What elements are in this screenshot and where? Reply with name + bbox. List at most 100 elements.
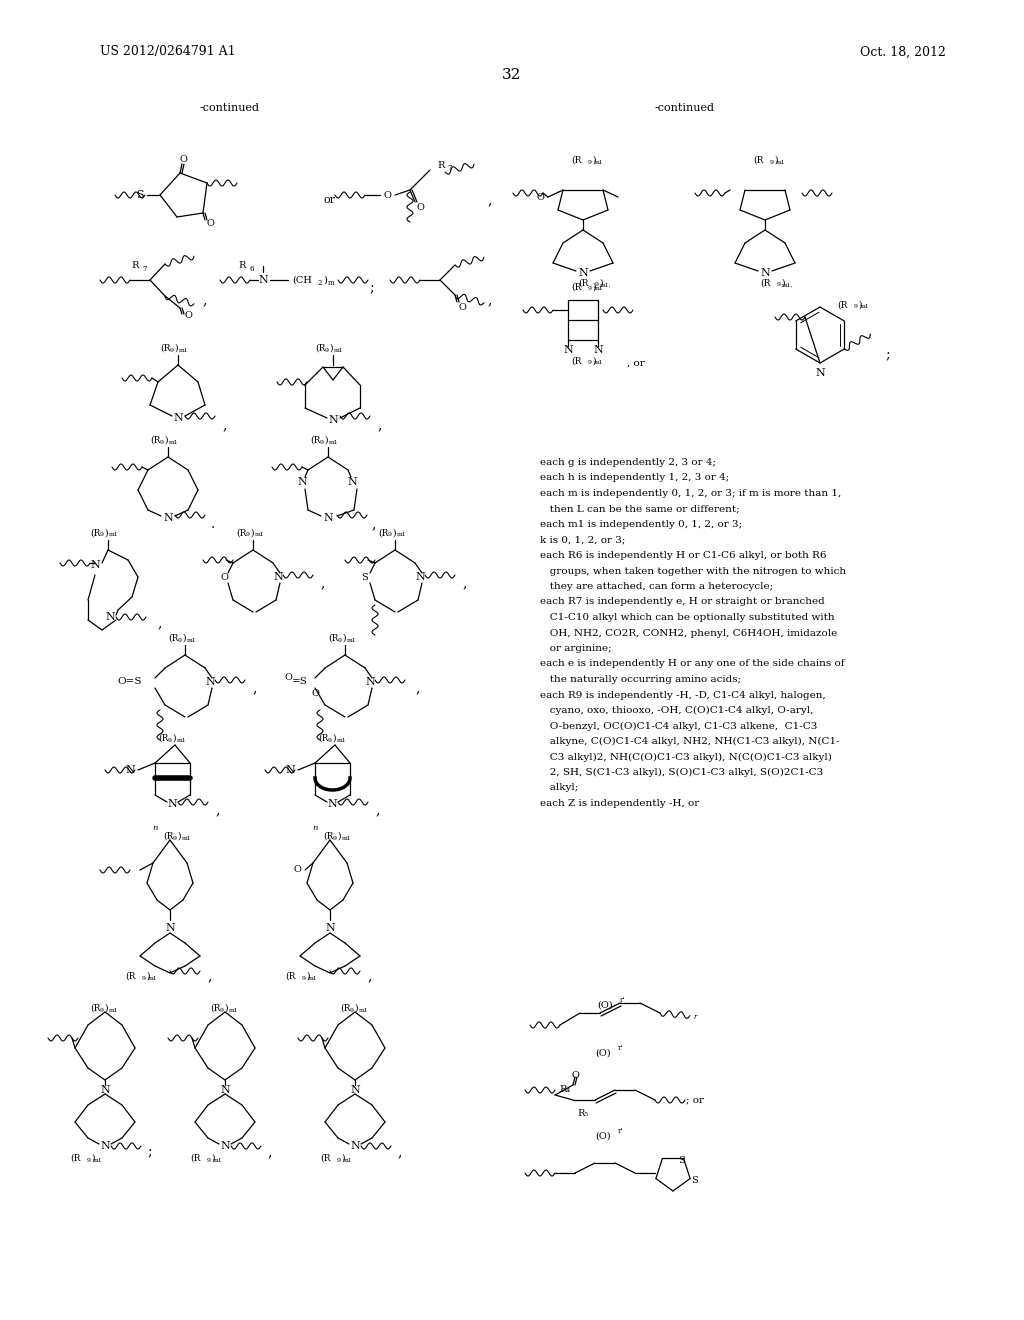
Text: ,: , bbox=[223, 418, 227, 432]
Text: 9: 9 bbox=[160, 440, 164, 445]
Text: O: O bbox=[536, 193, 544, 202]
Text: groups, when taken together with the nitrogen to which: groups, when taken together with the nit… bbox=[540, 566, 846, 576]
Text: m1: m1 bbox=[594, 360, 604, 366]
Text: 9: 9 bbox=[170, 347, 174, 352]
Text: (R: (R bbox=[753, 156, 763, 165]
Text: r: r bbox=[693, 1012, 696, 1020]
Text: O: O bbox=[458, 304, 466, 313]
Text: (R: (R bbox=[158, 734, 168, 742]
Text: N: N bbox=[415, 572, 425, 582]
Text: or: or bbox=[324, 195, 336, 205]
Text: ): ) bbox=[104, 528, 108, 537]
Text: each e is independently H or any one of the side chains of: each e is independently H or any one of … bbox=[540, 660, 845, 668]
Text: m1: m1 bbox=[308, 975, 317, 981]
Text: 9: 9 bbox=[87, 1158, 91, 1163]
Text: S: S bbox=[678, 1156, 685, 1166]
Text: O: O bbox=[179, 156, 187, 165]
Text: N: N bbox=[273, 572, 283, 582]
Text: (R: (R bbox=[90, 528, 100, 537]
Text: N: N bbox=[90, 560, 100, 570]
Text: C3 alkyl)2, NH(C(O)C1-C3 alkyl), N(C(O)C1-C3 alkyl): C3 alkyl)2, NH(C(O)C1-C3 alkyl), N(C(O)C… bbox=[540, 752, 831, 762]
Text: ): ) bbox=[781, 279, 784, 288]
Text: ,: , bbox=[397, 1144, 402, 1159]
Text: ): ) bbox=[91, 1154, 95, 1163]
Text: 9: 9 bbox=[319, 440, 324, 445]
Text: alkyne, C(O)C1-C4 alkyl, NH2, NH(C1-C3 alkyl), N(C1-: alkyne, C(O)C1-C4 alkyl, NH2, NH(C1-C3 a… bbox=[540, 737, 840, 746]
Text: R: R bbox=[131, 261, 138, 271]
Text: O=S: O=S bbox=[118, 677, 142, 686]
Text: 9: 9 bbox=[588, 160, 592, 165]
Text: ): ) bbox=[323, 276, 327, 285]
Text: (R: (R bbox=[315, 343, 326, 352]
Text: cyano, oxo, thiooxo, -OH, C(O)C1-C4 alkyl, O-aryl,: cyano, oxo, thiooxo, -OH, C(O)C1-C4 alky… bbox=[540, 706, 813, 715]
Text: N: N bbox=[285, 766, 295, 775]
Text: O: O bbox=[206, 219, 214, 227]
Text: N: N bbox=[220, 1085, 229, 1096]
Text: then L can be the same or different;: then L can be the same or different; bbox=[540, 504, 739, 513]
Text: m1,: m1, bbox=[600, 282, 612, 288]
Text: (O): (O) bbox=[595, 1048, 610, 1057]
Text: 6: 6 bbox=[250, 265, 254, 273]
Text: , or: , or bbox=[627, 359, 645, 367]
Text: R₅: R₅ bbox=[578, 1109, 589, 1118]
Text: m1: m1 bbox=[182, 836, 191, 841]
Text: ,: , bbox=[463, 576, 467, 590]
Text: (O): (O) bbox=[597, 1001, 612, 1010]
Text: m1: m1 bbox=[229, 1007, 239, 1012]
Text: N: N bbox=[163, 513, 173, 523]
Text: ): ) bbox=[858, 301, 862, 309]
Text: m1: m1 bbox=[347, 638, 356, 643]
Text: (O): (O) bbox=[595, 1131, 610, 1140]
Text: ): ) bbox=[392, 528, 395, 537]
Text: (R: (R bbox=[323, 832, 334, 841]
Text: r': r' bbox=[620, 997, 625, 1005]
Text: =S: =S bbox=[292, 677, 308, 686]
Text: US 2012/0264791 A1: US 2012/0264791 A1 bbox=[100, 45, 236, 58]
Text: m1: m1 bbox=[179, 347, 188, 352]
Text: R: R bbox=[239, 261, 246, 271]
Text: 9: 9 bbox=[337, 1158, 341, 1163]
Text: ,: , bbox=[321, 576, 326, 590]
Text: ): ) bbox=[592, 356, 596, 366]
Text: 9: 9 bbox=[178, 638, 182, 643]
Text: m1: m1 bbox=[255, 532, 265, 537]
Text: m1: m1 bbox=[213, 1158, 223, 1163]
Text: m1: m1 bbox=[93, 1158, 102, 1163]
Text: 9: 9 bbox=[333, 836, 337, 841]
Text: each m1 is independently 0, 1, 2, or 3;: each m1 is independently 0, 1, 2, or 3; bbox=[540, 520, 742, 529]
Text: .: . bbox=[211, 517, 215, 531]
Text: (R: (R bbox=[378, 528, 388, 537]
Text: N: N bbox=[350, 1085, 359, 1096]
Text: (R: (R bbox=[318, 734, 329, 742]
Text: N: N bbox=[100, 1085, 110, 1096]
Text: each R9 is independently -H, -D, C1-C4 alkyl, halogen,: each R9 is independently -H, -D, C1-C4 a… bbox=[540, 690, 825, 700]
Text: the naturally occurring amino acids;: the naturally occurring amino acids; bbox=[540, 675, 741, 684]
Text: ): ) bbox=[337, 832, 341, 841]
Text: (R: (R bbox=[168, 634, 178, 643]
Text: or arginine;: or arginine; bbox=[540, 644, 611, 653]
Text: (R: (R bbox=[340, 1003, 350, 1012]
Text: r': r' bbox=[617, 1044, 623, 1052]
Text: ): ) bbox=[332, 734, 336, 742]
Text: each R6 is independently H or C1-C6 alkyl, or both R6: each R6 is independently H or C1-C6 alky… bbox=[540, 550, 826, 560]
Text: m1: m1 bbox=[177, 738, 186, 742]
Text: m1,: m1, bbox=[782, 282, 794, 288]
Text: 9: 9 bbox=[100, 1007, 104, 1012]
Text: m1: m1 bbox=[776, 160, 785, 165]
Text: C1-C10 alkyl which can be optionally substituted with: C1-C10 alkyl which can be optionally sub… bbox=[540, 612, 835, 622]
Text: ,: , bbox=[368, 969, 372, 983]
Text: 32: 32 bbox=[503, 69, 521, 82]
Text: 9: 9 bbox=[220, 1007, 224, 1012]
Text: m1: m1 bbox=[187, 638, 197, 643]
Text: N: N bbox=[327, 799, 337, 809]
Text: ): ) bbox=[224, 1003, 227, 1012]
Text: alkyl;: alkyl; bbox=[540, 784, 579, 792]
Text: 9: 9 bbox=[173, 836, 177, 841]
Text: ,: , bbox=[372, 517, 376, 531]
Text: ,: , bbox=[487, 193, 493, 207]
Text: (R: (R bbox=[578, 279, 588, 288]
Text: (R: (R bbox=[125, 972, 135, 981]
Text: R: R bbox=[437, 161, 444, 169]
Text: ,: , bbox=[416, 681, 420, 696]
Text: (R: (R bbox=[189, 1154, 200, 1163]
